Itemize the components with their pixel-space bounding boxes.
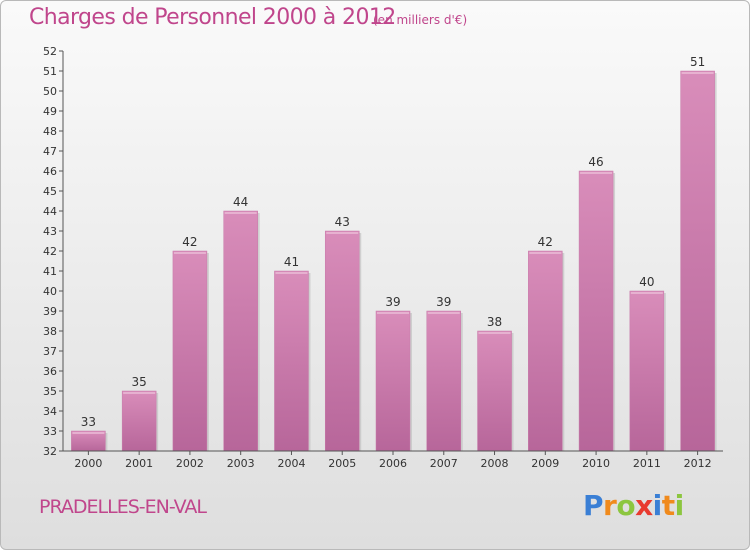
data-label: 44	[233, 195, 248, 209]
bar	[172, 250, 208, 452]
y-tick-label: 44	[43, 205, 57, 218]
bar	[426, 310, 462, 452]
bar	[629, 290, 665, 452]
bar	[375, 310, 411, 452]
bar-highlight	[326, 232, 359, 234]
x-tick-label: 2011	[633, 457, 661, 470]
data-label: 39	[436, 295, 451, 309]
y-tick-label: 41	[43, 265, 57, 278]
y-tick-label: 45	[43, 185, 57, 198]
x-tick-label: 2003	[227, 457, 255, 470]
y-tick-label: 36	[43, 365, 57, 378]
y-tick-label: 50	[43, 85, 57, 98]
x-tick-label: 2000	[74, 457, 102, 470]
x-axis: 2000 2001 2002 2003 2004 2005 2006 2007 2008 2009…	[63, 450, 723, 470]
bar	[223, 210, 258, 452]
bar-highlight	[478, 332, 511, 334]
y-tick-label: 52	[43, 45, 57, 58]
y-tick-label: 49	[43, 105, 57, 118]
y-tick-label: 39	[43, 305, 57, 318]
chart-subtitle: (en milliers d'€)	[373, 13, 468, 27]
bar	[528, 250, 563, 452]
y-tick-label: 33	[43, 425, 57, 438]
chart-title: Charges de Personnel 2000 à 2012	[29, 5, 396, 30]
y-tick-label: 51	[43, 65, 57, 78]
y-tick-label: 37	[43, 345, 57, 358]
bar	[121, 390, 157, 452]
data-label: 46	[588, 155, 603, 169]
x-tick-label: 2008	[481, 457, 509, 470]
bar-highlight	[123, 392, 156, 394]
proxiti-logo[interactable]: Proxiti	[583, 489, 684, 522]
bar-highlight	[275, 272, 308, 274]
y-tick-label: 47	[43, 145, 57, 158]
y-tick-label: 48	[43, 125, 57, 138]
logo-letter: i	[652, 489, 663, 522]
bar-highlight	[580, 172, 613, 174]
bar-highlight	[173, 252, 206, 254]
bar	[680, 70, 715, 452]
y-tick-label: 46	[43, 165, 57, 178]
commune-name: PRADELLES-EN-VAL	[39, 496, 207, 518]
x-tick-label: 2005	[328, 457, 356, 470]
bar-highlight	[377, 312, 409, 314]
logo-letter: i	[674, 489, 685, 522]
bar	[274, 270, 309, 452]
y-tick-label: 32	[43, 445, 57, 458]
data-label: 40	[639, 275, 654, 289]
x-tick-label: 2006	[379, 457, 407, 470]
bar	[324, 230, 360, 452]
bar-highlight	[630, 292, 663, 294]
y-tick-label: 38	[43, 325, 57, 338]
data-label: 33	[81, 415, 96, 429]
x-tick-label: 2001	[125, 457, 153, 470]
bar-highlight	[529, 252, 562, 254]
data-label: 42	[182, 235, 197, 249]
y-tick-label: 43	[43, 225, 57, 238]
data-label: 41	[284, 255, 299, 269]
logo-letter: P	[583, 489, 604, 522]
logo-letter: x	[635, 489, 653, 522]
y-tick-label: 34	[43, 405, 57, 418]
x-tick-label: 2012	[684, 457, 712, 470]
bar-highlight	[224, 212, 257, 214]
x-tick-label: 2004	[277, 457, 305, 470]
y-tick-label: 42	[43, 245, 57, 258]
bar-highlight	[681, 72, 714, 74]
x-tick-label: 2007	[430, 457, 458, 470]
x-tick-label: 2009	[531, 457, 559, 470]
data-label: 38	[487, 315, 502, 329]
bar-highlight	[427, 312, 460, 314]
logo-letter: o	[616, 489, 636, 522]
data-label: 51	[690, 55, 705, 69]
bar	[477, 330, 512, 452]
x-tick-label: 2010	[582, 457, 610, 470]
y-axis: 32 33 34 35 36 37 38 39 40 41 42 43 44 45 46 47 48 49 50 51…	[43, 45, 64, 458]
data-label: 42	[538, 235, 553, 249]
data-label: 35	[132, 375, 147, 389]
y-tick-label: 35	[43, 385, 57, 398]
logo-letter: r	[603, 489, 617, 522]
data-label: 39	[385, 295, 400, 309]
bar	[578, 170, 614, 452]
y-tick-label: 40	[43, 285, 57, 298]
logo-letter: t	[661, 489, 675, 522]
bars: 33 35 42 44 41 43 39 39 38 42 46 40 51	[71, 55, 717, 452]
data-label: 43	[335, 215, 350, 229]
bar-highlight	[72, 432, 105, 434]
x-tick-label: 2002	[176, 457, 204, 470]
